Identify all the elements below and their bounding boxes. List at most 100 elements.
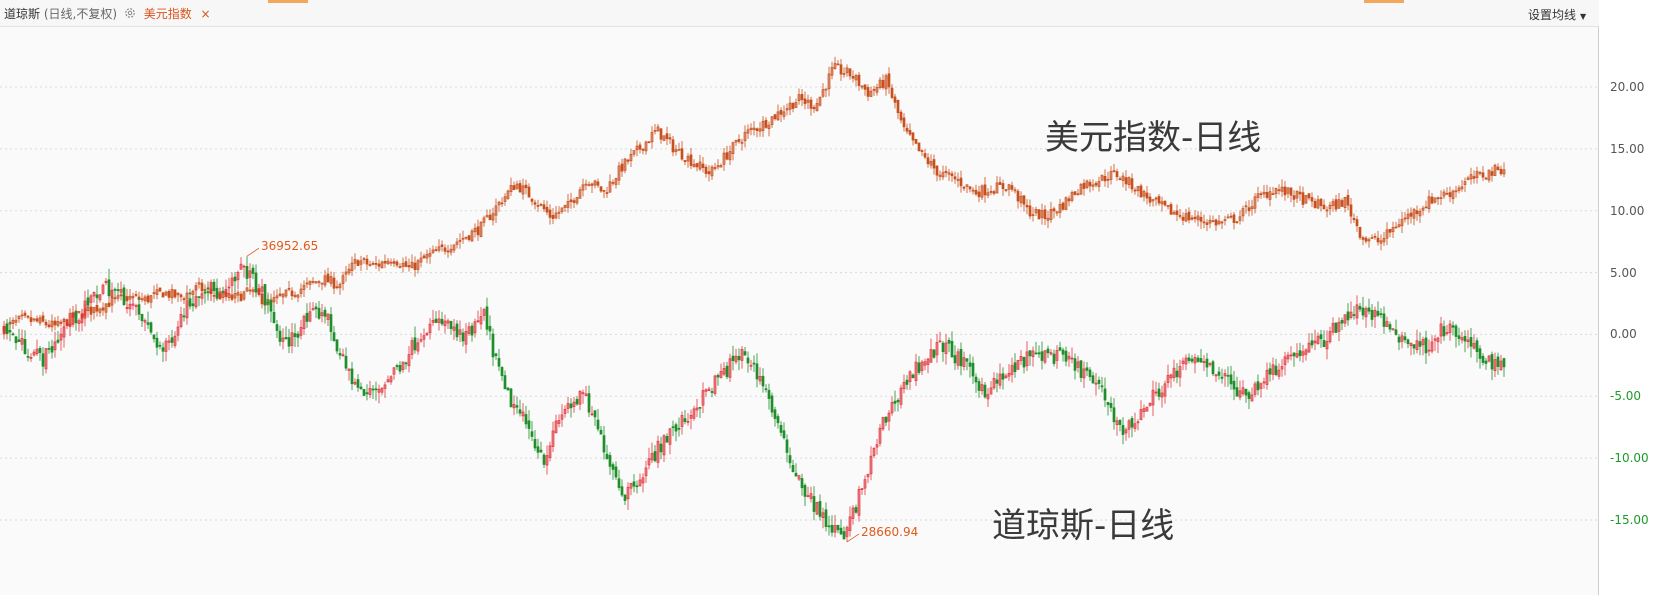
usd-candle (551, 214, 555, 219)
dow-candle (461, 332, 465, 342)
y-tick-label: 20.00 (1610, 80, 1645, 94)
dow-candle (215, 287, 219, 299)
close-icon[interactable]: × (200, 7, 211, 21)
dow-candle (1259, 383, 1263, 389)
dow-candle (1079, 360, 1083, 378)
usd-candle (368, 264, 372, 266)
usd-candle (404, 261, 408, 267)
usd-candle (1286, 187, 1290, 194)
usd-candle (521, 185, 525, 195)
dow-candle (377, 388, 381, 393)
usd-candle (1247, 207, 1251, 212)
usd-candle (293, 294, 297, 297)
dow-candle (443, 320, 447, 327)
gear-icon[interactable] (124, 7, 136, 23)
plot-area[interactable] (0, 27, 1598, 595)
legend-dow-name[interactable]: 道琼斯 (4, 7, 41, 21)
usd-candle (929, 161, 933, 166)
dow-candle (392, 367, 396, 375)
dow-candle (134, 305, 138, 307)
usd-candle (956, 179, 960, 181)
dow-candle (431, 320, 435, 323)
dow-candle (1010, 365, 1014, 375)
dow-candle (470, 325, 474, 336)
dow-candle (1337, 321, 1341, 332)
usd-candle (407, 265, 411, 268)
usd-candle (1139, 185, 1143, 198)
dow-candle (542, 454, 546, 465)
usd-candle (431, 249, 435, 253)
usd-candle (1220, 221, 1224, 224)
usd-candle (1004, 189, 1008, 191)
dow-candle (503, 375, 507, 390)
dow-candle (1139, 409, 1143, 421)
usd-candle (41, 315, 45, 322)
dow-candle (1064, 350, 1068, 362)
dow-candle (1379, 313, 1383, 315)
dow-candle (1373, 309, 1377, 318)
dow-candle (743, 351, 747, 356)
usd-candle (1409, 212, 1413, 217)
dow-candle (1142, 408, 1146, 412)
usd-candle (1235, 221, 1239, 224)
ma-settings-button[interactable]: 设置均线 ▼ (1528, 6, 1586, 23)
y-tick-label: 5.00 (1610, 265, 1637, 280)
usd-candle (968, 186, 972, 190)
dow-candle (1280, 366, 1284, 370)
usd-candle (953, 176, 957, 180)
usd-candle (767, 124, 771, 130)
usd-candle (1403, 217, 1407, 220)
usd-candle (1025, 204, 1029, 208)
dow-candle (185, 300, 189, 319)
usd-candle (236, 292, 240, 296)
usd-candle (1379, 240, 1383, 244)
dow-candle (1049, 352, 1053, 355)
dow-candle (1454, 325, 1458, 337)
dow-candle (1493, 359, 1497, 372)
dow-candle (749, 364, 753, 367)
usd-candle (845, 67, 849, 74)
dow-candle (1415, 340, 1419, 351)
dow-candle (794, 472, 798, 477)
dow-candle (1202, 361, 1206, 363)
dow-candle (302, 315, 306, 329)
usd-candle (380, 261, 384, 269)
usd-candle (302, 284, 306, 290)
dow-candle (746, 357, 750, 364)
usd-candle (671, 139, 675, 153)
dow-candle (38, 347, 42, 353)
usd-candle (917, 142, 921, 152)
dow-candle (512, 404, 516, 409)
dow-candle (953, 355, 957, 364)
usd-candle (635, 145, 639, 151)
dow-candle (653, 451, 657, 462)
usd-candle (458, 239, 462, 242)
dow-candle (596, 419, 600, 430)
dow-candle (692, 408, 696, 419)
usd-candle (980, 185, 984, 198)
dow-candle (587, 393, 591, 413)
usd-candle (1082, 182, 1086, 189)
dow-candle (47, 348, 51, 350)
dow-candle (1211, 361, 1215, 375)
dow-candle (410, 340, 414, 355)
usd-candle (509, 185, 513, 193)
dow-candle (170, 337, 174, 343)
dow-candle (248, 270, 252, 278)
dow-candle (68, 323, 72, 327)
dow-candle (158, 344, 162, 347)
dow-candle (1052, 353, 1056, 364)
usd-candle (1127, 177, 1131, 185)
dow-candle (482, 309, 486, 316)
usd-candle (560, 207, 564, 212)
dow-candle (818, 501, 822, 517)
dow-candle (146, 322, 150, 325)
dow-candle (1013, 362, 1017, 373)
usd-candle (1094, 182, 1098, 186)
dow-candle (1322, 340, 1326, 348)
dow-candle (1388, 324, 1392, 330)
legend-usd-name[interactable]: 美元指数 (143, 7, 192, 21)
dow-candle (191, 303, 195, 307)
usd-candle (1154, 197, 1158, 200)
